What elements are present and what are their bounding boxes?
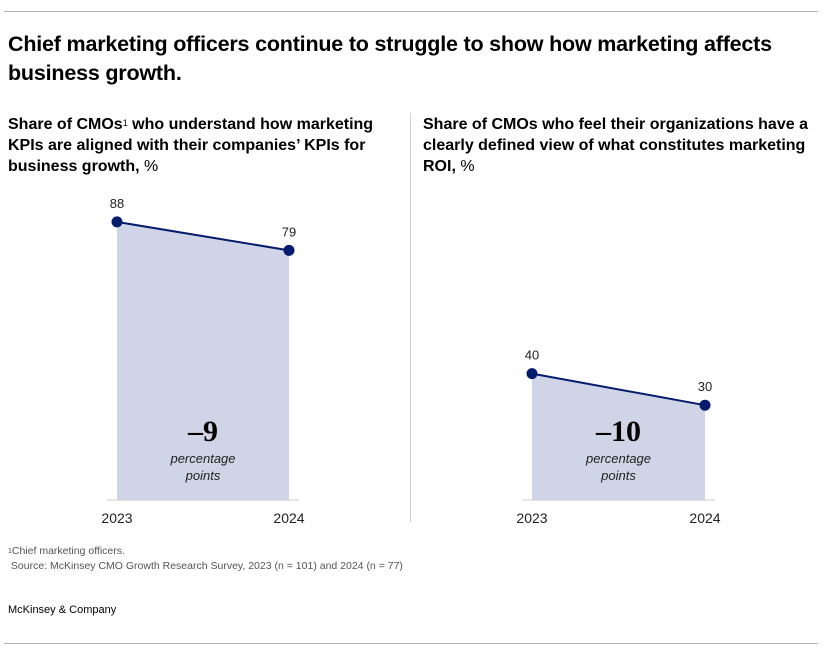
area-fill [532,373,705,500]
chart-title: Chief marketing officers continue to str… [8,32,772,85]
left-chart-subtitle: Share of CMOs1 who understand how market… [8,114,398,177]
subtitle-text: Share of CMOs [8,116,123,133]
x-tick-label: 2024 [689,510,720,526]
data-point [699,399,711,411]
footnote-marker: 1 [122,118,128,128]
data-point [111,216,123,228]
change-unit-line1: percentage [585,451,651,466]
bottom-rule [4,643,818,644]
change-value: –10 [595,415,641,448]
panel-divider [410,113,411,522]
x-tick-label: 2023 [101,510,132,526]
data-label: 30 [698,379,712,394]
subtitle-text-rest: who understand how marketing KPIs are al… [8,116,374,175]
series-line [531,372,706,407]
top-rule [4,11,818,12]
unit-label: % [455,158,475,175]
data-label: 40 [525,348,539,363]
data-point [526,368,538,380]
footnote-marker: 1 [8,548,12,555]
unit-label: % [139,158,159,175]
change-unit-line2: points [600,468,636,483]
data-label: 88 [110,196,124,211]
change-value: –9 [187,415,218,448]
x-tick-label: 2024 [273,510,304,526]
change-unit-line1: percentage [169,451,235,466]
area-fill [117,221,289,501]
footnote-text: Chief marketing officers. [11,545,125,557]
footnote: 1Chief marketing officers. Source: McKin… [8,544,403,574]
change-unit-line2: points [185,468,221,483]
series-line [116,220,290,252]
brand-label: McKinsey & Company [8,604,117,616]
data-label: 79 [282,224,296,239]
x-tick-label: 2023 [516,510,547,526]
right-chart-subtitle: Share of CMOs who feel their organizatio… [423,114,813,177]
subtitle-text: Share of CMOs who feel their organizatio… [423,116,808,175]
data-point [283,244,295,256]
source-text: Source: McKinsey CMO Growth Research Sur… [10,560,403,572]
